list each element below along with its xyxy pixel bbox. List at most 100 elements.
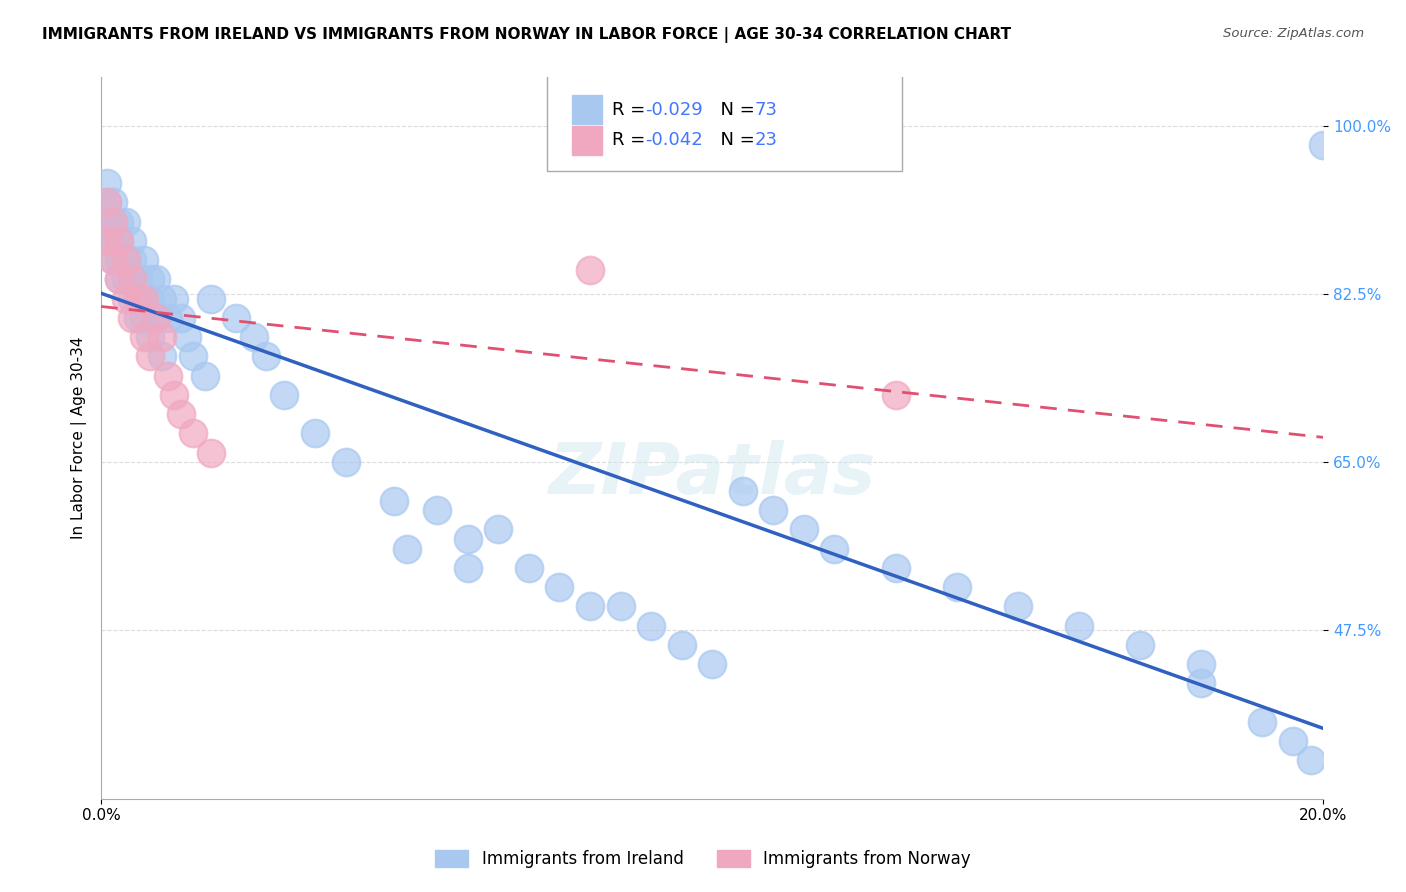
Legend: Immigrants from Ireland, Immigrants from Norway: Immigrants from Ireland, Immigrants from… xyxy=(429,843,977,875)
Point xyxy=(96,195,118,210)
Point xyxy=(731,483,754,498)
Point xyxy=(103,195,125,210)
Point xyxy=(103,215,125,229)
Y-axis label: In Labor Force | Age 30-34: In Labor Force | Age 30-34 xyxy=(72,337,87,540)
Text: R =: R = xyxy=(612,131,651,149)
Point xyxy=(671,638,693,652)
Point xyxy=(114,292,136,306)
Text: ZIPatlas: ZIPatlas xyxy=(548,440,876,508)
Point xyxy=(884,388,907,402)
Text: 23: 23 xyxy=(755,131,778,149)
Point xyxy=(132,292,155,306)
Point xyxy=(1189,676,1212,690)
Point xyxy=(793,523,815,537)
Text: Source: ZipAtlas.com: Source: ZipAtlas.com xyxy=(1223,27,1364,40)
Point xyxy=(103,253,125,268)
Point xyxy=(145,310,167,325)
Point xyxy=(145,272,167,286)
Point xyxy=(139,330,162,344)
Point xyxy=(254,349,277,363)
Point xyxy=(384,493,406,508)
Text: -0.042: -0.042 xyxy=(645,131,703,149)
Point xyxy=(181,426,204,441)
Text: N =: N = xyxy=(709,101,761,119)
Point xyxy=(127,310,149,325)
Point xyxy=(114,253,136,268)
Point xyxy=(96,215,118,229)
Point xyxy=(579,262,602,277)
Point xyxy=(169,407,191,421)
Point xyxy=(114,272,136,286)
Point xyxy=(176,330,198,344)
Point xyxy=(121,310,143,325)
Point xyxy=(150,292,173,306)
FancyBboxPatch shape xyxy=(572,95,602,124)
Point xyxy=(395,541,418,556)
Point xyxy=(96,234,118,248)
Point xyxy=(163,388,186,402)
Point xyxy=(139,272,162,286)
Point xyxy=(457,561,479,575)
Text: 73: 73 xyxy=(755,101,778,119)
Point xyxy=(132,330,155,344)
Point xyxy=(426,503,449,517)
Point xyxy=(132,292,155,306)
Point xyxy=(200,445,222,459)
Point xyxy=(132,310,155,325)
Point xyxy=(96,234,118,248)
Point xyxy=(139,349,162,363)
Point xyxy=(163,292,186,306)
Point xyxy=(1067,618,1090,632)
Point xyxy=(121,272,143,286)
Point xyxy=(304,426,326,441)
Point xyxy=(1189,657,1212,672)
Point xyxy=(103,234,125,248)
Point xyxy=(945,580,967,594)
Point xyxy=(96,176,118,190)
Point xyxy=(103,253,125,268)
Point xyxy=(517,561,540,575)
Text: -0.029: -0.029 xyxy=(645,101,703,119)
Text: R =: R = xyxy=(612,101,651,119)
Point xyxy=(609,599,631,614)
Point xyxy=(1129,638,1152,652)
Point xyxy=(200,292,222,306)
Point xyxy=(121,292,143,306)
Point xyxy=(132,253,155,268)
Point xyxy=(114,215,136,229)
Point xyxy=(1312,137,1334,152)
Point xyxy=(127,292,149,306)
Point xyxy=(114,253,136,268)
Point xyxy=(823,541,845,556)
Point xyxy=(273,388,295,402)
Point xyxy=(640,618,662,632)
FancyBboxPatch shape xyxy=(547,74,901,171)
Text: N =: N = xyxy=(709,131,761,149)
Point xyxy=(486,523,509,537)
Point xyxy=(1251,714,1274,729)
Point xyxy=(548,580,571,594)
Point xyxy=(108,253,131,268)
Point xyxy=(121,234,143,248)
Point xyxy=(103,215,125,229)
Point xyxy=(1299,753,1322,767)
Point xyxy=(579,599,602,614)
Point xyxy=(121,253,143,268)
Point xyxy=(702,657,724,672)
Point xyxy=(181,349,204,363)
Point xyxy=(243,330,266,344)
Point xyxy=(150,330,173,344)
Point xyxy=(157,310,180,325)
Point xyxy=(96,195,118,210)
Point xyxy=(150,349,173,363)
Text: IMMIGRANTS FROM IRELAND VS IMMIGRANTS FROM NORWAY IN LABOR FORCE | AGE 30-34 COR: IMMIGRANTS FROM IRELAND VS IMMIGRANTS FR… xyxy=(42,27,1011,43)
Point xyxy=(108,234,131,248)
Point xyxy=(108,272,131,286)
Point xyxy=(139,292,162,306)
FancyBboxPatch shape xyxy=(572,126,602,154)
Point xyxy=(225,310,247,325)
Point xyxy=(194,368,217,383)
Point xyxy=(169,310,191,325)
Point xyxy=(762,503,785,517)
Point xyxy=(884,561,907,575)
